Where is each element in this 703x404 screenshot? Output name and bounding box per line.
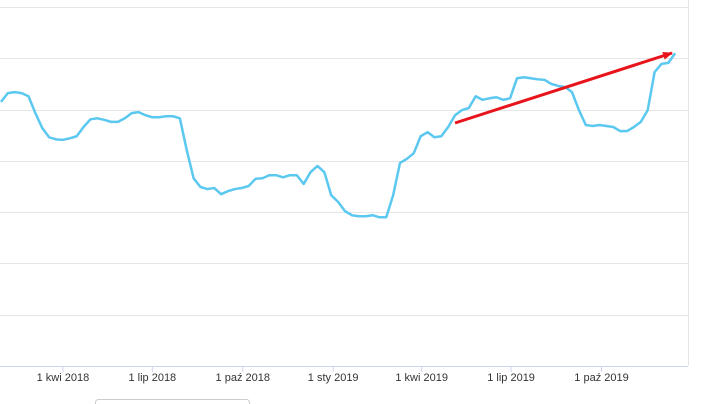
x-tick-label: 1 sty 2019 xyxy=(308,372,359,384)
x-tick-label: 1 paź 2018 xyxy=(216,372,270,384)
x-tick-label: 1 kwi 2018 xyxy=(37,372,90,384)
x-tick-label: 1 paź 2019 xyxy=(574,372,628,384)
legend-box xyxy=(95,399,250,404)
x-tick-label: 1 lip 2019 xyxy=(487,372,535,384)
series-line xyxy=(0,52,677,219)
x-tick-label: 1 kwi 2019 xyxy=(395,372,448,384)
annotation-arrow xyxy=(454,51,673,125)
x-tick-label: 1 lip 2018 xyxy=(128,372,176,384)
